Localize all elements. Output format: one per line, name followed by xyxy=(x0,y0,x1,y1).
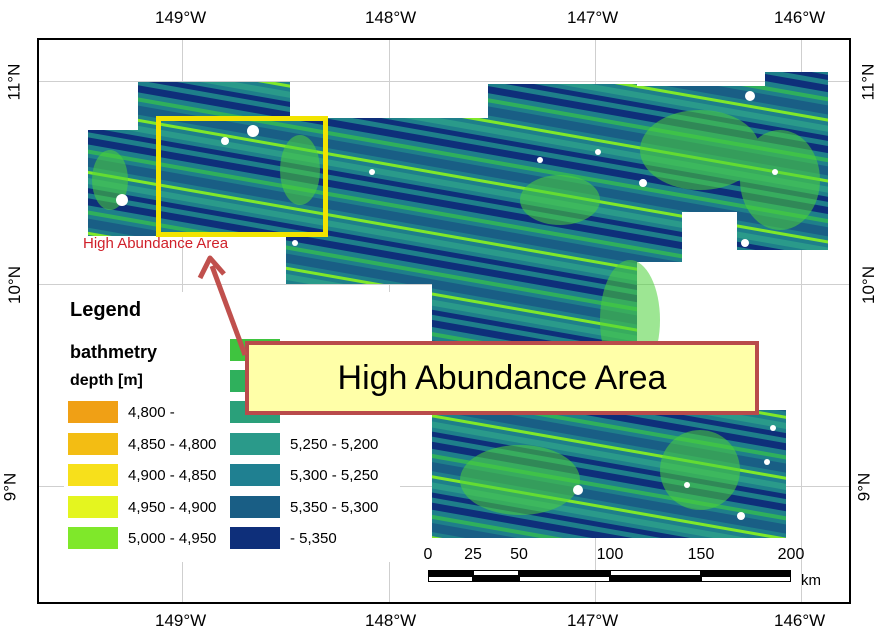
axis-label-top-149w: 149°W xyxy=(155,8,207,27)
legend-item: 5,250 - 5,200 xyxy=(230,432,378,456)
legend-label: 5,350 - 5,300 xyxy=(290,498,379,516)
survey-area xyxy=(88,72,828,538)
scale-segment xyxy=(473,570,519,576)
legend-item: 4,850 - 4,800 xyxy=(68,432,216,456)
legend-label: 5,250 - 5,200 xyxy=(290,435,379,453)
scale-tick-label: 50 xyxy=(510,546,528,563)
legend-title: Legend xyxy=(70,299,142,321)
scale-unit: km xyxy=(801,572,821,589)
parallel-11n xyxy=(39,81,849,82)
scale-tick-label: 200 xyxy=(777,546,805,563)
legend-swatch xyxy=(68,433,118,455)
legend-label: 4,850 - 4,800 xyxy=(128,435,217,453)
axis-label-bottom-146w: 146°W xyxy=(774,611,826,630)
scale-tick-label: 25 xyxy=(464,546,482,563)
legend-label: 5,300 - 5,250 xyxy=(290,466,379,484)
legend-swatch xyxy=(68,496,118,518)
scale-segment xyxy=(701,570,791,576)
scale-segment xyxy=(701,576,791,582)
scale-tick-label: 100 xyxy=(596,546,624,563)
scale-segment xyxy=(610,576,701,582)
legend-item: 4,950 - 4,900 xyxy=(68,495,216,519)
scale-bar: 0 25 50 100 150 200 km xyxy=(423,546,826,596)
axis-label-bottom-149w: 149°W xyxy=(155,611,207,630)
legend-label: - 5,350 xyxy=(290,529,337,547)
legend-swatch xyxy=(68,527,118,549)
legend-swatch xyxy=(230,496,280,518)
legend-label: 4,800 - xyxy=(128,403,175,421)
legend-swatch xyxy=(68,464,118,486)
axis-label-bottom-148w: 148°W xyxy=(365,611,417,630)
scale-segment xyxy=(519,570,610,576)
scale-tick-label: 150 xyxy=(687,546,715,563)
legend-layer-name: bathmetry xyxy=(70,342,158,362)
legend-swatch xyxy=(230,464,280,486)
meridian-146w xyxy=(801,40,802,602)
scale-segment xyxy=(473,576,519,582)
scale-segment xyxy=(519,576,610,582)
high-abundance-highlight-box xyxy=(156,116,328,237)
high-abundance-callout: High Abundance Area xyxy=(245,341,759,415)
legend-item: 4,800 - xyxy=(68,400,175,424)
legend-item: 5,300 - 5,250 xyxy=(230,463,378,487)
legend-item: 5,350 - 5,300 xyxy=(230,495,378,519)
scale-segment xyxy=(428,570,473,576)
high-abundance-label: High Abundance Area xyxy=(83,235,229,252)
axis-label-top-148w: 148°W xyxy=(365,8,417,27)
legend-label: 5,000 - 4,950 xyxy=(128,529,217,547)
axis-label-top-146w: 146°W xyxy=(774,8,826,27)
scale-segment xyxy=(428,576,473,582)
axis-label-top-147w: 147°W xyxy=(567,8,619,27)
legend-unit: depth [m] xyxy=(70,372,143,389)
scale-segment xyxy=(610,570,701,576)
legend-swatch xyxy=(230,433,280,455)
nodule-spots xyxy=(116,91,778,520)
legend-item: - 5,350 xyxy=(230,526,337,550)
legend-item: 4,900 - 4,850 xyxy=(68,463,216,487)
legend-label: 4,950 - 4,900 xyxy=(128,498,217,516)
axis-label-bottom-147w: 147°W xyxy=(567,611,619,630)
legend: Legend bathmetry depth [m] 4,800 - 4,850… xyxy=(64,292,400,562)
scale-tick-label: 0 xyxy=(423,546,433,563)
legend-item: 5,000 - 4,950 xyxy=(68,526,216,550)
legend-swatch xyxy=(230,527,280,549)
legend-label: 4,900 - 4,850 xyxy=(128,466,217,484)
legend-swatch xyxy=(68,401,118,423)
